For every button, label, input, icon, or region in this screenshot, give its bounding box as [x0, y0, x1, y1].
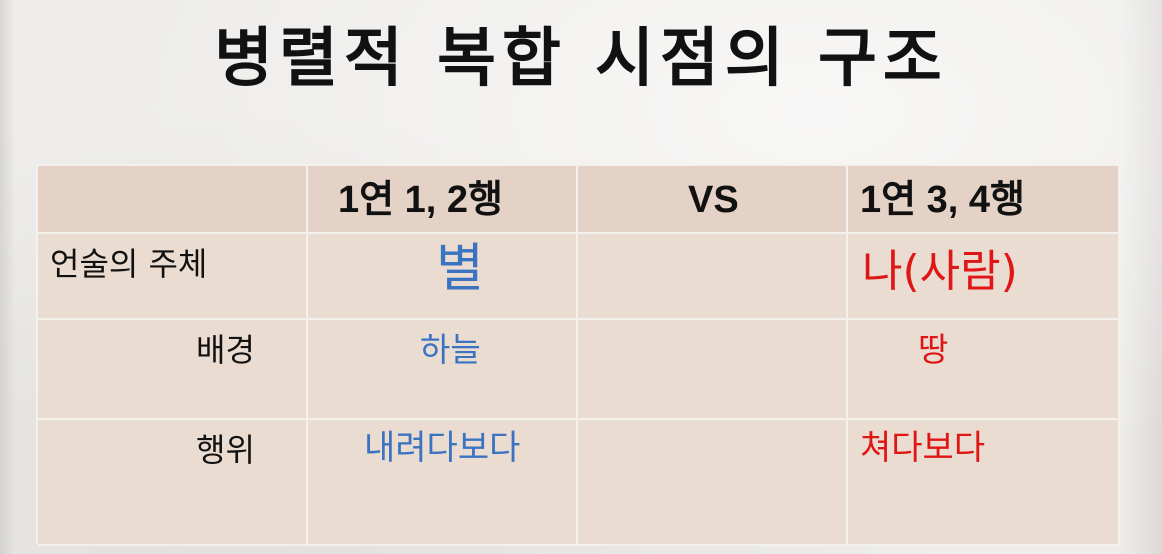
background-right-value: 땅	[918, 330, 949, 369]
table-cell-middle	[578, 234, 848, 320]
table-cell-left: 별	[308, 234, 578, 320]
table-cell-left: 내려다보다	[308, 420, 578, 546]
header-label-vs: VS	[688, 179, 739, 221]
table-cell-middle	[578, 320, 848, 420]
row-label-speaker: 언술의 주체	[50, 245, 208, 283]
table-cell-right: 땅	[848, 320, 1120, 420]
table-cell-right: 나(사람)	[848, 234, 1120, 320]
row-label-cell: 배경	[38, 320, 308, 420]
row-label-background: 배경	[196, 331, 255, 369]
speaker-left-value: 별	[436, 239, 484, 299]
action-left-value: 내려다보다	[364, 428, 521, 468]
table-cell-right: 쳐다보다	[848, 420, 1120, 546]
header-cell-right: 1연 3, 4행	[848, 166, 1120, 234]
header-cell-empty	[38, 166, 308, 234]
background-left-value: 하늘	[420, 330, 481, 369]
page-title: 병렬적 복합 시점의 구조	[214, 21, 948, 96]
row-label-cell: 언술의 주체	[38, 234, 308, 320]
row-label-action: 행위	[196, 431, 255, 469]
table-cell-left: 하늘	[308, 320, 578, 420]
comparison-table: 1연 1, 2행 VS 1연 3, 4행 언술의 주체 별 나(사람) 배경 하…	[36, 164, 1120, 546]
speaker-right-value: 나(사람)	[862, 246, 1018, 297]
row-label-cell: 행위	[38, 420, 308, 546]
header-label-left: 1연 1, 2행	[338, 179, 503, 221]
header-cell-middle: VS	[578, 166, 848, 234]
header-cell-left: 1연 1, 2행	[308, 166, 578, 234]
action-right-value: 쳐다보다	[860, 428, 986, 468]
table-cell-middle	[578, 420, 848, 546]
header-label-right: 1연 3, 4행	[860, 179, 1025, 221]
